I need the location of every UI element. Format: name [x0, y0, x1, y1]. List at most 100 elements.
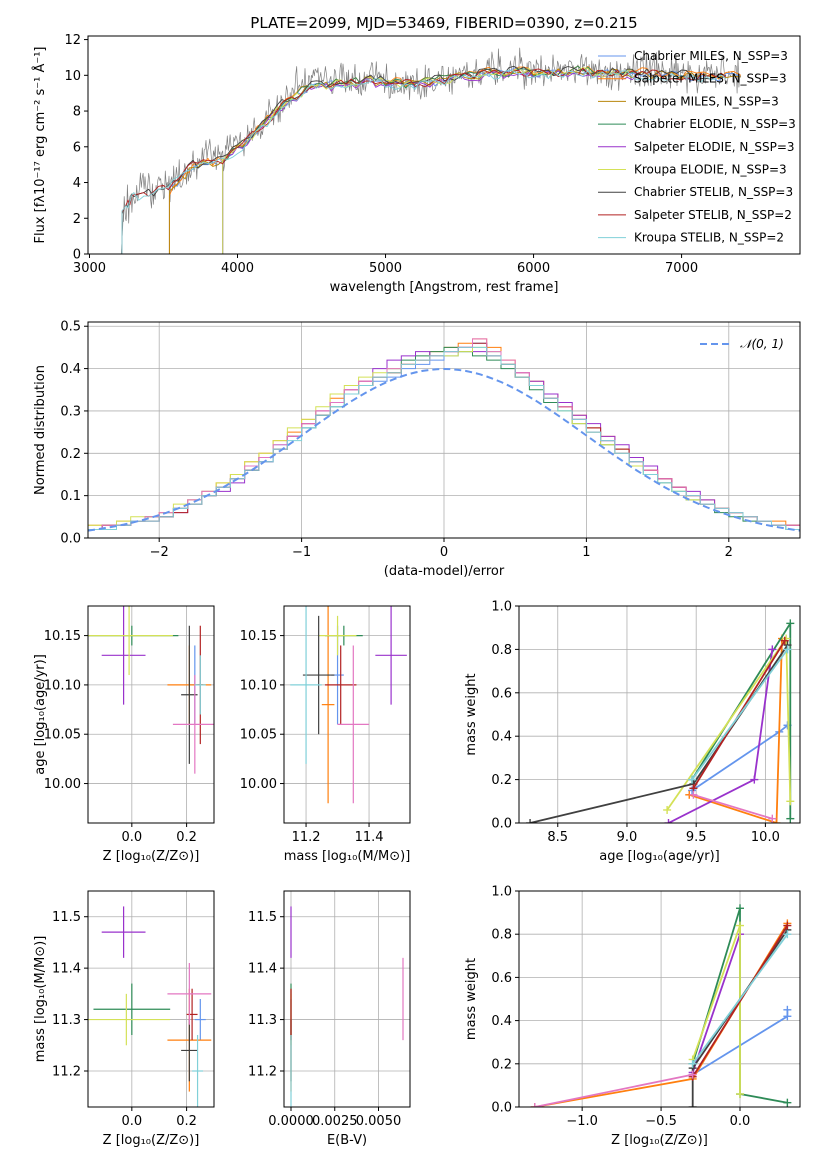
y-tick-label: 10.05	[240, 728, 277, 743]
y-axis-label: Normed distribution	[33, 365, 48, 495]
x-tick-label: 7000	[665, 261, 698, 276]
weight-marker	[783, 930, 792, 939]
x-axis-label: Z [log₁₀(Z/Z⊙)]	[103, 1133, 200, 1148]
error-bar-point	[290, 606, 322, 764]
y-tick-label: 0.4	[491, 730, 512, 745]
weight-line-8	[691, 933, 789, 1065]
y-tick-label: 11.4	[52, 962, 81, 977]
legend-entry: Salpeter MILES, N_SSP=3	[634, 72, 787, 86]
x-tick-label: 0.2	[176, 1114, 197, 1129]
x-tick-label: 0.2	[176, 830, 197, 845]
x-tick-label: 0.0	[730, 1114, 751, 1129]
y-tick-label: 1.0	[491, 600, 512, 615]
x-tick-label: 0.0050	[356, 1114, 402, 1129]
model-spectrum-4	[222, 70, 638, 254]
legend-entry: Kroupa STELIB, N_SSP=2	[634, 231, 784, 245]
y-tick-label: 11.3	[248, 1013, 277, 1028]
y-tick-label: 6	[73, 140, 81, 155]
error-bar-point	[318, 615, 357, 656]
weight-marker	[783, 1098, 792, 1107]
y-tick-label: 0.8	[491, 643, 512, 658]
weight-line-1	[689, 638, 783, 823]
y-tick-label: 10.10	[240, 678, 277, 693]
y-tick-label: 0.4	[491, 1014, 512, 1029]
axes-frame	[283, 605, 411, 824]
y-tick-label: 10.05	[44, 728, 81, 743]
model-spectrum-8	[121, 69, 727, 254]
y-tick-label: 0.4	[60, 362, 81, 377]
residual-histogram-7	[88, 346, 800, 530]
y-axis-label: Flux [fλ10⁻¹⁷ erg cm⁻² s⁻¹ Å⁻¹]	[32, 47, 48, 244]
axes-frame	[87, 605, 215, 824]
weight-marker	[780, 636, 789, 645]
weight-marker	[688, 775, 697, 784]
weight-marker	[786, 797, 795, 806]
weight-marker	[526, 819, 535, 823]
error-bar-point	[375, 606, 407, 705]
error-bar-point	[101, 606, 146, 705]
error-bar-point	[194, 999, 206, 1041]
panel-weight-vs-age: 8.5 9.0 9.5 10.0 0.0 0.2 0.4 0.6 0.8 1.0 age [log₁…	[464, 600, 801, 864]
axes-frame	[283, 890, 411, 1108]
error-bar-point	[181, 1019, 198, 1082]
normal-reference-curve	[88, 368, 800, 532]
weight-marker	[783, 921, 792, 930]
x-tick-label: 0.0025	[312, 1114, 358, 1129]
weight-marker	[663, 805, 672, 814]
error-bar-point	[88, 606, 173, 676]
plot-area	[526, 619, 795, 823]
weight-line-7	[534, 1073, 693, 1107]
legend-entry: Salpeter STELIB, N_SSP=2	[634, 208, 792, 222]
panel-mass-vs-Z: 0.0 0.2 11.2 11.3 11.4 11.5 Z [log₁₀(Z/Z⊙)] mas…	[33, 890, 215, 1148]
weight-line-8	[691, 648, 789, 781]
y-tick-label: 1.0	[491, 885, 512, 900]
y-tick-label: 0.8	[491, 928, 512, 943]
error-bar-point	[302, 615, 335, 735]
y-tick-label: 0.3	[60, 404, 81, 419]
weight-marker	[786, 619, 795, 628]
x-tick-label: 0.0	[121, 1114, 142, 1129]
error-bar-point	[93, 983, 171, 1035]
weight-line-6	[691, 925, 789, 1078]
legend-entry: 𝒩(0, 1)	[740, 337, 784, 351]
plot-area	[88, 906, 212, 1107]
y-tick-label: 0.0	[60, 532, 81, 547]
x-tick-label: 0.0000	[268, 1114, 314, 1129]
panel-spectrum: 3000 4000 5000 6000 7000 0 2 4 6 8 10 12 wavelength …	[32, 14, 801, 295]
weight-marker	[689, 790, 698, 799]
x-tick-label: 11.4	[355, 830, 384, 845]
x-axis-label: Z [log₁₀(Z/Z⊙)]	[611, 1133, 708, 1148]
weight-marker	[688, 1103, 697, 1107]
error-bar-point	[194, 655, 206, 715]
plot-area	[88, 338, 800, 532]
weight-line-7	[693, 793, 773, 820]
x-tick-label: 11.2	[292, 830, 321, 845]
legend-entry: Kroupa MILES, N_SSP=3	[634, 94, 779, 108]
error-bar-point	[321, 606, 335, 804]
weight-marker	[783, 1005, 792, 1014]
axes-frame	[518, 605, 801, 824]
y-tick-label: 0.0	[491, 817, 512, 832]
x-tick-label: −2	[150, 545, 169, 560]
weight-marker	[772, 819, 781, 823]
x-axis-label: mass [log₁₀(M/M⊙)]	[284, 849, 411, 864]
y-tick-label: 0.5	[60, 320, 81, 335]
x-axis-label: (data-model)/error	[384, 564, 505, 579]
x-tick-label: 5000	[369, 261, 402, 276]
x-tick-label: 3000	[73, 261, 106, 276]
legend-entry: Salpeter ELODIE, N_SSP=3	[634, 140, 795, 154]
x-tick-label: 1	[582, 545, 590, 560]
axes-frame	[87, 890, 215, 1108]
y-tick-label: 10.15	[240, 629, 277, 644]
panel-weight-vs-Z: −1.0 −0.5 0.0 0.0 0.2 0.4 0.6 0.8 1.0 Z [log₁₀(Z/…	[464, 885, 801, 1148]
weight-marker	[736, 904, 745, 913]
error-bar-point	[88, 993, 171, 1046]
y-tick-label: 10	[64, 69, 81, 84]
x-axis-label: wavelength [Angstrom, rest frame]	[330, 280, 559, 295]
y-tick-label: 0.1	[60, 489, 81, 504]
y-tick-label: 11.5	[52, 910, 81, 925]
y-tick-label: 8	[73, 105, 81, 120]
axes-frame	[518, 890, 801, 1108]
